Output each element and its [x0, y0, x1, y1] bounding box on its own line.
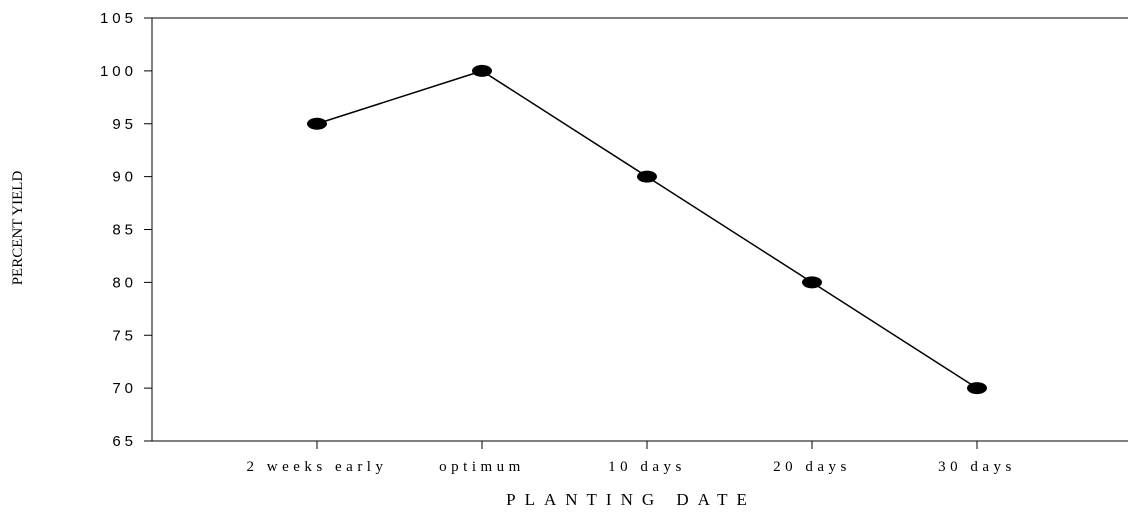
data-point	[637, 170, 657, 183]
x-axis-title: PLANTING DATE	[506, 490, 756, 509]
y-tick-label: 80	[112, 274, 137, 291]
y-tick-label: 75	[112, 327, 137, 344]
x-tick-label: 2 weeks early	[247, 459, 388, 475]
data-point	[802, 276, 822, 289]
y-tick-label: 85	[112, 222, 137, 239]
x-tick-label: 30 days	[938, 459, 1016, 475]
x-tick-label: 20 days	[773, 459, 851, 475]
y-tick-label: 95	[112, 116, 137, 133]
series-line	[316, 70, 978, 389]
y-ticks: 105 100 95 90 85 80 75 70 65	[100, 10, 152, 450]
y-tick-label: 65	[112, 433, 137, 450]
y-tick-label: 70	[112, 380, 137, 397]
y-tick-label: 100	[100, 63, 137, 80]
x-tick-label: 10 days	[608, 459, 686, 475]
data-point	[472, 64, 492, 77]
data-point	[307, 117, 327, 130]
y-tick-label: 90	[112, 169, 137, 186]
series-group	[307, 64, 987, 395]
data-point	[967, 382, 987, 395]
x-ticks: 2 weeks early optimum 10 days 20 days 30 day…	[247, 441, 1016, 475]
y-tick-label: 105	[100, 10, 137, 27]
y-axis-title: PERCENT YIELD	[10, 171, 26, 286]
x-tick-label: optimum	[439, 459, 525, 475]
